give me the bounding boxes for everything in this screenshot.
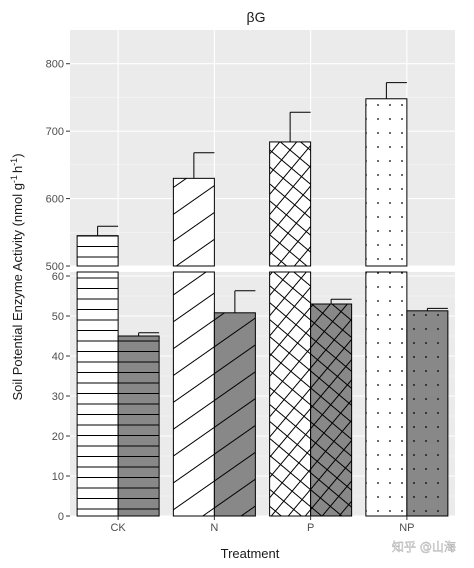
y-tick-label: 500 — [46, 261, 64, 273]
y-tick-label: 40 — [52, 351, 64, 363]
bar-np-first-series-lower — [365, 271, 408, 517]
y-tick-label: 0 — [58, 511, 64, 523]
watermark: 知乎 @山海 — [392, 539, 456, 554]
upper-y-ticks: 500 600 700 800 — [46, 59, 70, 273]
bar-n-first-series-lower — [172, 271, 215, 517]
y-axis-title-part-3: ) — [10, 153, 25, 157]
y-axis-title-sup-2: -1 — [9, 158, 19, 166]
x-tick-label-np: NP — [399, 522, 414, 534]
lower-y-ticks: 0 10 20 30 40 50 60 — [52, 271, 70, 523]
upper-bars — [76, 82, 408, 267]
y-axis-title-sup-1: -1 — [9, 175, 19, 183]
y-tick-label: 50 — [52, 311, 64, 323]
bar-ck-second-series — [117, 335, 160, 517]
y-tick-label: 60 — [52, 271, 64, 283]
y-axis-title-part-2: h — [10, 166, 25, 173]
bar-np-second-series — [406, 310, 449, 517]
bar-p-second-series — [310, 303, 353, 517]
x-axis-title: Treatment — [221, 546, 280, 561]
lower-bars — [76, 271, 449, 517]
x-tick-label-p: P — [307, 522, 314, 534]
x-axis-ticks: CK N P NP — [110, 516, 415, 534]
bar-ck-first-series-upper — [76, 235, 119, 267]
y-tick-label: 800 — [46, 59, 64, 71]
bar-p-first-series-upper — [269, 141, 312, 267]
y-axis-title-part-1: Soil Potential Enzyme Activity (nmol g — [10, 183, 25, 400]
bar-n-first-series-upper — [172, 177, 215, 267]
y-tick-label: 20 — [52, 431, 64, 443]
x-tick-label-n: N — [210, 522, 218, 534]
bar-ck-first-series-lower — [76, 271, 119, 517]
bar-np-first-series-upper — [365, 98, 408, 267]
y-tick-label: 700 — [46, 126, 64, 138]
y-axis-title: Soil Potential Enzyme Activity (nmol g-1… — [9, 153, 25, 400]
y-tick-label: 600 — [46, 194, 64, 206]
x-tick-label-ck: CK — [110, 522, 126, 534]
chart-title: βG — [247, 9, 266, 25]
y-tick-label: 10 — [52, 471, 64, 483]
bar-n-second-series — [213, 312, 256, 517]
y-tick-label: 30 — [52, 391, 64, 403]
bar-p-first-series-lower — [269, 271, 312, 517]
